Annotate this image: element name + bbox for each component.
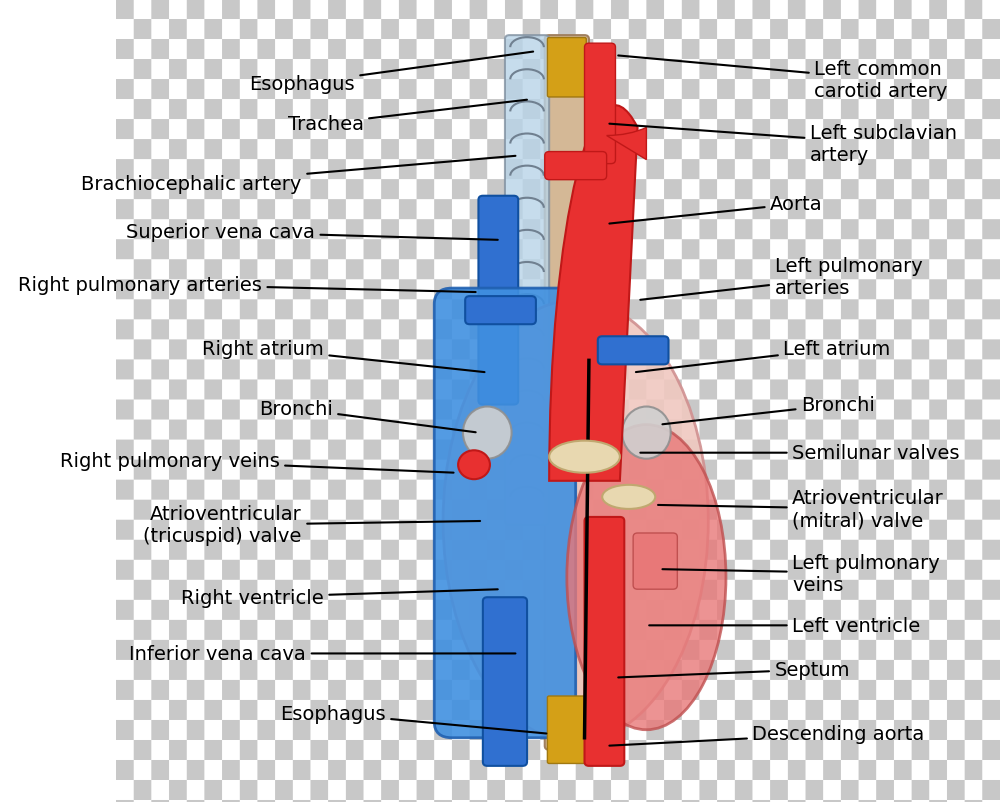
FancyBboxPatch shape <box>545 36 589 750</box>
FancyBboxPatch shape <box>547 696 586 764</box>
Text: Left atrium: Left atrium <box>636 339 891 373</box>
FancyBboxPatch shape <box>585 44 615 164</box>
Ellipse shape <box>549 441 620 473</box>
Text: Esophagus: Esophagus <box>249 52 533 94</box>
Text: Inferior vena cava: Inferior vena cava <box>129 644 515 663</box>
Text: Trachea: Trachea <box>288 100 527 134</box>
Text: Atrioventricular
(tricuspid) valve: Atrioventricular (tricuspid) valve <box>143 504 480 546</box>
Text: Right ventricle: Right ventricle <box>181 588 498 607</box>
FancyBboxPatch shape <box>545 152 607 180</box>
FancyBboxPatch shape <box>505 36 549 525</box>
Circle shape <box>458 451 490 480</box>
Text: Atrioventricular
(mitral) valve: Atrioventricular (mitral) valve <box>658 488 944 530</box>
Text: Left pulmonary
veins: Left pulmonary veins <box>662 553 940 594</box>
Text: Septum: Septum <box>618 660 850 679</box>
FancyBboxPatch shape <box>478 196 518 405</box>
Ellipse shape <box>567 425 726 730</box>
Text: Aorta: Aorta <box>609 195 823 225</box>
Text: Right atrium: Right atrium <box>202 339 485 373</box>
Text: Superior vena cava: Superior vena cava <box>126 223 498 242</box>
Text: Right pulmonary veins: Right pulmonary veins <box>60 452 454 473</box>
Text: Right pulmonary arteries: Right pulmonary arteries <box>18 275 476 294</box>
FancyBboxPatch shape <box>585 517 624 766</box>
FancyBboxPatch shape <box>633 533 677 589</box>
Text: Left ventricle: Left ventricle <box>649 616 921 635</box>
Text: Left pulmonary
arteries: Left pulmonary arteries <box>640 256 922 301</box>
Text: Bronchi: Bronchi <box>259 399 476 433</box>
FancyBboxPatch shape <box>434 289 576 738</box>
Ellipse shape <box>443 301 708 742</box>
Text: Brachiocephalic artery: Brachiocephalic artery <box>81 156 515 194</box>
Ellipse shape <box>463 407 512 459</box>
FancyBboxPatch shape <box>547 38 586 98</box>
PathPatch shape <box>549 106 638 481</box>
Text: Esophagus: Esophagus <box>280 704 546 734</box>
Text: Left common
carotid artery: Left common carotid artery <box>618 56 948 101</box>
Text: Left subclavian
artery: Left subclavian artery <box>609 124 957 165</box>
Ellipse shape <box>622 407 671 459</box>
FancyBboxPatch shape <box>465 297 536 325</box>
Ellipse shape <box>602 485 655 509</box>
Text: Bronchi: Bronchi <box>662 395 875 425</box>
FancyBboxPatch shape <box>483 597 527 766</box>
FancyBboxPatch shape <box>598 337 668 365</box>
PathPatch shape <box>607 128 646 160</box>
Text: Descending aorta: Descending aorta <box>609 724 925 746</box>
Text: Semilunar valves: Semilunar valves <box>640 444 960 463</box>
